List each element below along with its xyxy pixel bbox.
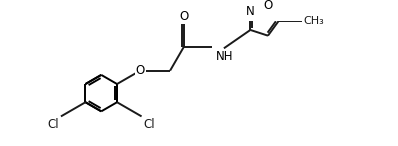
Text: CH₃: CH₃ bbox=[304, 16, 324, 26]
Text: O: O bbox=[179, 10, 189, 23]
Text: O: O bbox=[263, 0, 273, 12]
Text: NH: NH bbox=[216, 50, 233, 63]
Text: N: N bbox=[246, 5, 255, 18]
Text: O: O bbox=[136, 64, 145, 77]
Text: Cl: Cl bbox=[143, 118, 155, 131]
Text: Cl: Cl bbox=[48, 118, 59, 131]
